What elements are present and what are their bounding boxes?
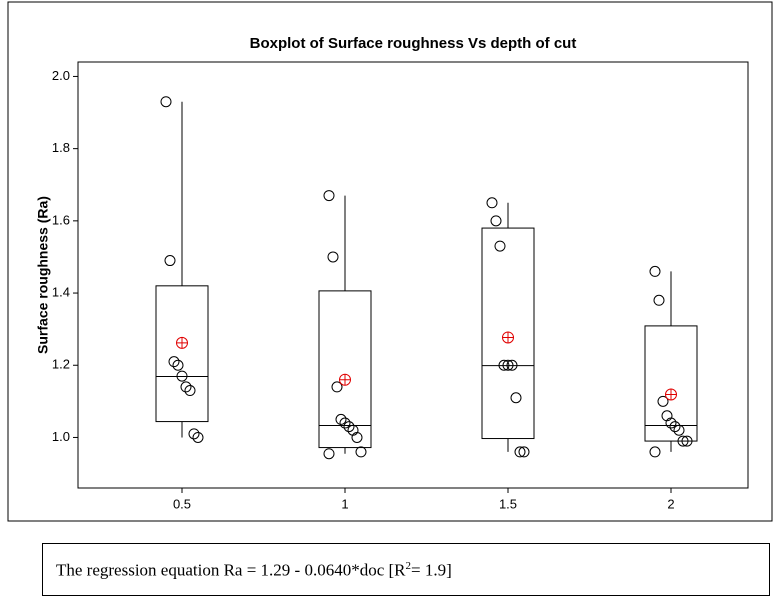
- data-point: [184, 385, 196, 397]
- data-point: [335, 413, 347, 425]
- y-tick-label: 1.0: [52, 429, 70, 444]
- mean-cross: [665, 388, 677, 400]
- data-point: [514, 446, 526, 458]
- data-point: [681, 435, 693, 447]
- data-point: [502, 359, 514, 371]
- data-point: [164, 255, 176, 267]
- data-point: [343, 421, 355, 433]
- data-point: [323, 190, 335, 202]
- data-point: [323, 448, 335, 460]
- data-point: [192, 431, 204, 443]
- data-point: [331, 381, 343, 393]
- chart-title: Boxplot of Surface roughness Vs depth of…: [250, 35, 577, 52]
- y-tick-label: 2.0: [52, 68, 70, 83]
- data-point: [180, 381, 192, 393]
- data-point: [653, 294, 665, 306]
- data-point: [351, 431, 363, 443]
- mean-cross: [176, 337, 188, 349]
- data-point: [657, 395, 669, 407]
- note-superscript: 2: [405, 560, 412, 572]
- data-point: [494, 240, 506, 252]
- data-point: [510, 392, 522, 404]
- data-point: [176, 370, 188, 382]
- note-text: The regression equation Ra = 1.29 - 0.06…: [56, 560, 406, 580]
- data-point: [339, 417, 351, 429]
- regression-note: The regression equation Ra = 1.29 - 0.06…: [42, 543, 770, 596]
- note-text: = 1.9]: [411, 560, 452, 580]
- y-tick-label: 1.4: [52, 284, 70, 299]
- box: [481, 227, 535, 440]
- data-point: [498, 359, 510, 371]
- box: [318, 290, 372, 449]
- chart-frame: [7, 1, 773, 522]
- data-point: [506, 359, 518, 371]
- y-tick-label: 1.8: [52, 140, 70, 155]
- mean-cross: [502, 331, 514, 343]
- data-point: [168, 356, 180, 368]
- plot-frame: [77, 61, 749, 489]
- data-point: [669, 421, 681, 433]
- data-point: [355, 446, 367, 458]
- data-point: [649, 446, 661, 458]
- data-point: [327, 251, 339, 263]
- box: [155, 285, 209, 423]
- data-point: [490, 215, 502, 227]
- data-point: [673, 424, 685, 436]
- data-point: [649, 265, 661, 277]
- data-point: [677, 435, 689, 447]
- data-point: [518, 446, 530, 458]
- mean-cross: [339, 374, 351, 386]
- x-tick-label: 2: [667, 496, 674, 511]
- x-tick-label: 0.5: [173, 496, 191, 511]
- data-point: [665, 417, 677, 429]
- x-tick-label: 1.5: [499, 496, 517, 511]
- y-tick-label: 1.2: [52, 357, 70, 372]
- data-point: [172, 359, 184, 371]
- chart: Boxplot of Surface roughness Vs depth of…: [7, 1, 773, 522]
- y-tick-label: 1.6: [52, 212, 70, 227]
- data-point: [160, 96, 172, 108]
- box: [644, 325, 698, 442]
- x-tick-label: 1: [341, 496, 348, 511]
- y-axis-label: Surface roughness (Ra): [35, 196, 51, 354]
- data-point: [188, 428, 200, 440]
- data-point: [486, 197, 498, 209]
